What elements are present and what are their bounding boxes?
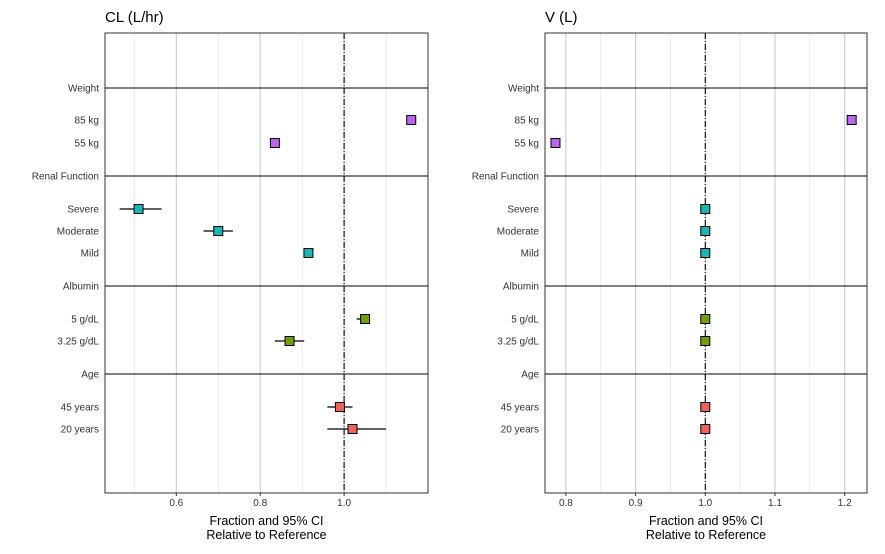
x-axis-title: Relative to Reference — [646, 528, 766, 542]
panel-cl-l-hr: CL (L/hr) Weight Renal Function Albumin Age 8… — [32, 9, 429, 542]
row-label-mild: Mild — [521, 249, 539, 260]
x-axis-title: Fraction and 95% CI — [649, 514, 763, 528]
x-tick-label: 1.2 — [838, 498, 852, 509]
row-label-45-years: 45 years — [61, 403, 99, 414]
x-tick-label: 0.9 — [629, 498, 643, 509]
x-tick-label: 1.1 — [768, 498, 782, 509]
point-estimate — [846, 115, 857, 125]
point-estimate — [700, 424, 711, 434]
row-label-55-kg: 55 kg — [75, 139, 99, 150]
point-estimate — [700, 336, 711, 346]
panel-v-l: V (L) Weight Renal Function Albumin Age 85 kg… — [472, 9, 868, 542]
row-label-moderate: Moderate — [497, 227, 540, 238]
group-label-weight: Weight — [68, 84, 99, 95]
point-estimate — [303, 248, 314, 258]
row-label-55-kg: 55 kg — [515, 139, 539, 150]
row-label-5-g-dl: 5 g/dL — [71, 315, 99, 326]
row-label-5-g-dl: 5 g/dL — [511, 315, 539, 326]
point-estimate — [133, 204, 144, 214]
x-axis-title: Fraction and 95% CI — [210, 514, 324, 528]
group-label-age: Age — [521, 370, 539, 381]
point-estimate — [406, 115, 417, 125]
panel-title: V (L) — [545, 9, 578, 26]
x-axis-title: Relative to Reference — [206, 528, 326, 542]
panel-border — [104, 32, 429, 494]
row-label-mild: Mild — [81, 249, 99, 260]
row-label-85-kg: 85 kg — [75, 116, 99, 127]
group-label-albumin: Albumin — [63, 282, 99, 293]
point-estimate — [700, 226, 711, 236]
row-label-20-years: 20 years — [61, 425, 99, 436]
point-estimate — [700, 402, 711, 412]
point-estimate — [700, 314, 711, 324]
panel-title: CL (L/hr) — [105, 9, 164, 26]
group-label-age: Age — [81, 370, 99, 381]
x-tick-label: 0.6 — [169, 498, 183, 509]
x-tick-label: 1.0 — [337, 498, 351, 509]
x-tick-label: 1.0 — [698, 498, 712, 509]
row-label-3-25-g-dl: 3.25 g/dL — [497, 337, 539, 348]
row-label-20-years: 20 years — [501, 425, 539, 436]
group-label-renal-function: Renal Function — [32, 172, 99, 183]
point-estimate — [347, 424, 358, 434]
row-label-severe: Severe — [67, 205, 99, 216]
point-estimate — [334, 402, 345, 412]
row-label-3-25-g-dl: 3.25 g/dL — [57, 337, 99, 348]
point-estimate — [213, 226, 224, 236]
point-estimate — [360, 314, 371, 324]
group-label-weight: Weight — [508, 84, 539, 95]
point-estimate — [269, 138, 280, 148]
row-label-45-years: 45 years — [501, 403, 539, 414]
point-estimate — [700, 248, 711, 258]
group-label-albumin: Albumin — [503, 282, 539, 293]
point-estimate — [700, 204, 711, 214]
panel-border — [544, 32, 868, 494]
point-estimate — [284, 336, 295, 346]
panel-background — [105, 33, 428, 493]
panel-background — [545, 33, 867, 493]
x-tick-label: 0.8 — [253, 498, 267, 509]
row-label-severe: Severe — [507, 205, 539, 216]
x-tick-label: 0.8 — [559, 498, 573, 509]
point-estimate — [550, 138, 561, 148]
row-label-85-kg: 85 kg — [515, 116, 539, 127]
group-label-renal-function: Renal Function — [472, 172, 539, 183]
row-label-moderate: Moderate — [57, 227, 100, 238]
